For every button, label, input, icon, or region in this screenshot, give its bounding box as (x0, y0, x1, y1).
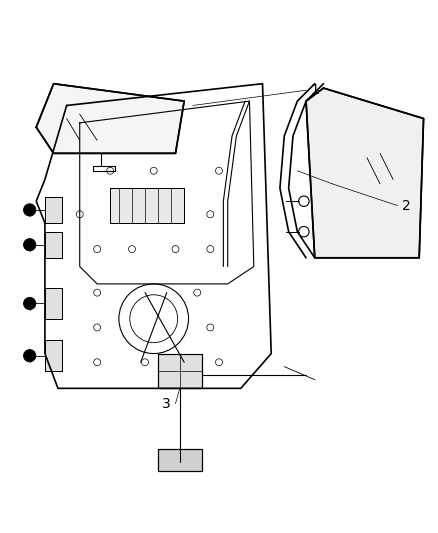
Circle shape (24, 239, 36, 251)
Polygon shape (306, 88, 424, 258)
Polygon shape (158, 353, 201, 389)
Polygon shape (110, 188, 184, 223)
Polygon shape (36, 84, 184, 154)
Circle shape (24, 204, 36, 216)
Text: 3: 3 (162, 397, 171, 410)
Polygon shape (45, 232, 62, 258)
Polygon shape (158, 449, 201, 471)
Polygon shape (45, 288, 62, 319)
Polygon shape (45, 197, 62, 223)
Polygon shape (45, 341, 62, 371)
Text: 2: 2 (402, 199, 410, 213)
Circle shape (24, 297, 36, 310)
Circle shape (24, 350, 36, 362)
Text: 1: 1 (310, 83, 319, 97)
